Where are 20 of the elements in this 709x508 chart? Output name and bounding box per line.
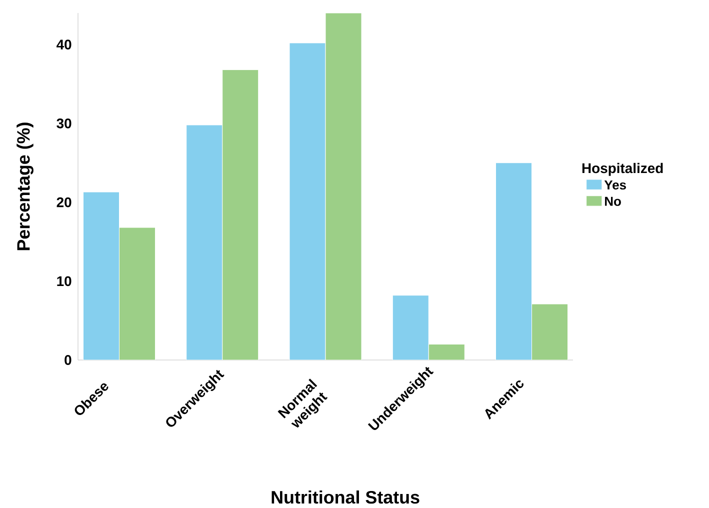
y-tick-label: 10 <box>57 276 72 286</box>
y-tick-label: 20 <box>56 197 72 208</box>
legend-label: No <box>605 196 621 206</box>
legend-label: Yes <box>604 180 626 190</box>
bar <box>186 124 223 360</box>
bar <box>83 192 120 360</box>
bar <box>392 295 429 360</box>
bar <box>325 13 362 360</box>
legend-title: Hospitalized <box>582 162 663 176</box>
bar <box>119 227 156 360</box>
y-tick-label: 30 <box>56 118 72 128</box>
y-tick-label: 0 <box>64 355 72 365</box>
bar <box>428 344 465 360</box>
y-axis-title: Percentage (%) <box>16 122 34 250</box>
bar <box>222 70 259 360</box>
bar <box>496 162 532 360</box>
bar <box>532 304 568 360</box>
x-axis-title: Nutritional Status <box>272 490 420 504</box>
bar <box>289 42 326 360</box>
y-tick-label: 40 <box>56 40 72 50</box>
